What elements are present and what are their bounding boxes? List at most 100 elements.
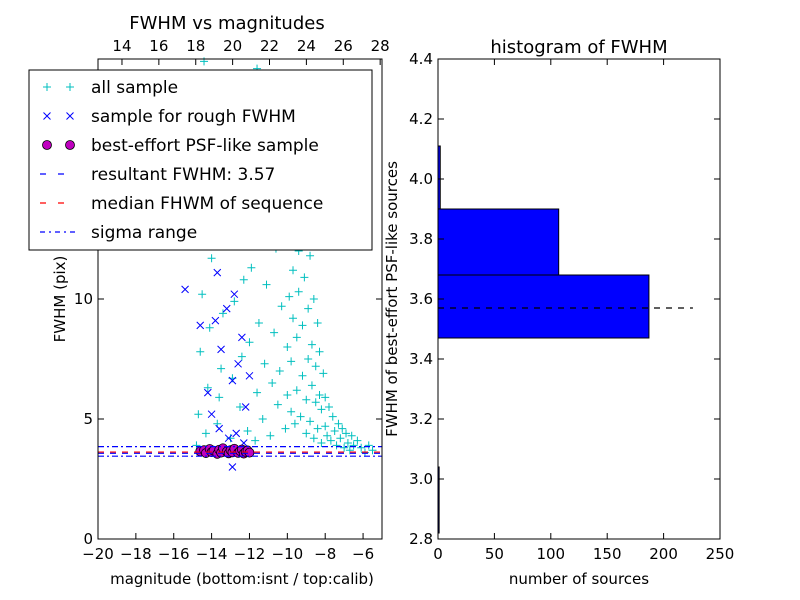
- all-sample-point: [298, 321, 307, 330]
- all-sample-point: [304, 355, 313, 363]
- rough-sample-point: [234, 359, 242, 368]
- all-sample-point: [311, 398, 320, 407]
- all-sample-point: [215, 393, 224, 402]
- scatter-top-x-ticks: 14 16 18 20 22 24 26 28: [112, 37, 390, 65]
- all-sample-point: [349, 441, 358, 450]
- all-sample-point: [340, 443, 349, 452]
- all-sample-point: [205, 323, 214, 332]
- all-sample-point: [196, 347, 205, 356]
- scatter-y-ticks: 0 5 10: [74, 290, 382, 548]
- scatter-x-ticks: −20 −18 −16 −14 −12 −10 −8 −6: [82, 533, 374, 563]
- all-sample-point: [334, 419, 343, 428]
- all-sample-point: [230, 297, 239, 306]
- all-sample-point: [353, 436, 362, 445]
- all-sample-point: [321, 393, 330, 402]
- y-tick-label: 10: [74, 290, 93, 308]
- rough-sample-point: [217, 345, 225, 354]
- legend-x-marker: [43, 112, 51, 120]
- x-tick-label: −6: [352, 545, 374, 563]
- rough-sample-point: [211, 316, 220, 325]
- top-x-tick-label: 28: [371, 37, 390, 55]
- all-sample-point: [342, 429, 351, 438]
- all-sample-point: [258, 415, 267, 423]
- all-sample-point: [275, 367, 284, 375]
- all-sample-point: [330, 427, 339, 435]
- all-sample-point: [289, 266, 298, 275]
- all-sample-point: [226, 434, 235, 443]
- x-tick-label: 150: [593, 545, 622, 563]
- top-x-tick-label: 24: [297, 37, 316, 55]
- all-sample-point: [270, 328, 279, 337]
- histogram-y-axis-label: FWHM of best-effort PSF-like sources: [383, 161, 401, 437]
- all-sample-point: [277, 302, 286, 311]
- top-x-tick-label: 26: [334, 37, 353, 55]
- y-tick-label: 3.0: [409, 470, 433, 488]
- x-tick-label: −10: [272, 545, 304, 563]
- top-x-tick-label: 20: [223, 37, 242, 55]
- y-tick-label: 4.2: [409, 110, 433, 128]
- x-tick-label: −16: [158, 545, 190, 563]
- all-sample-point: [247, 263, 256, 272]
- legend-entry: sigma range: [40, 223, 197, 243]
- legend-plus-marker: [66, 83, 74, 91]
- all-sample-point: [287, 407, 296, 416]
- all-sample-point: [326, 436, 335, 445]
- all-sample-point: [194, 410, 203, 419]
- legend-entry: sample for rough FWHM: [43, 107, 296, 127]
- rough-sample-point: [245, 371, 254, 380]
- legend-circle-marker: [65, 140, 75, 150]
- rough-sample-point: [230, 290, 239, 299]
- all-sample-point: [300, 273, 309, 282]
- all-sample-point: [357, 443, 366, 452]
- all-sample-point: [292, 386, 301, 395]
- all-sample-point: [317, 439, 326, 447]
- rough-sample-point: [196, 321, 205, 330]
- y-tick-label: 4.4: [409, 50, 433, 68]
- legend-label: sample for rough FWHM: [91, 107, 296, 127]
- rough-sample-point: [232, 429, 241, 438]
- all-sample-point: [251, 436, 260, 445]
- histogram-x-axis-label: number of sources: [509, 570, 649, 588]
- histogram-x-ticks: 0 50 100 150 200 250: [433, 59, 734, 563]
- legend-entry: median FHWM of sequence: [40, 194, 323, 214]
- all-sample-point: [203, 383, 212, 392]
- all-sample-point: [281, 424, 290, 433]
- all-sample-point: [253, 388, 262, 397]
- rough-sample-point: [203, 388, 212, 397]
- legend-label: all sample: [91, 78, 178, 98]
- scatter-x-axis-label: magnitude (bottom:isnt / top:calib): [110, 570, 374, 588]
- all-sample-point: [343, 439, 352, 447]
- scatter-y-axis-label: FWHM (pix): [51, 256, 69, 343]
- rough-sample-point: [215, 424, 224, 433]
- top-x-tick-label: 22: [260, 37, 279, 55]
- all-sample-point: [266, 431, 275, 440]
- legend-entry: all sample: [43, 78, 178, 98]
- all-sample-point: [273, 400, 282, 409]
- x-tick-label: −14: [196, 545, 228, 563]
- all-sample-point: [292, 333, 301, 342]
- all-sample-point: [345, 446, 354, 455]
- all-sample-point: [294, 287, 303, 296]
- histogram-bars: [437, 145, 650, 534]
- legend-entries: all sample sample for rough FWHM best-effo…: [40, 78, 323, 243]
- top-x-tick-label: 18: [186, 37, 205, 55]
- rough-sample-point: [241, 403, 250, 411]
- all-sample-point: [307, 381, 316, 390]
- all-sample-point: [192, 441, 201, 450]
- rough-sample-point: [224, 434, 233, 443]
- histogram-title: histogram of FWHM: [490, 37, 667, 58]
- rough-sample-point: [213, 268, 222, 277]
- all-sample-point: [254, 319, 263, 327]
- x-tick-label: 50: [485, 545, 504, 563]
- legend-frame: [28, 69, 373, 251]
- all-sample-point: [296, 412, 305, 421]
- all-sample-point: [324, 403, 333, 411]
- all-sample-point: [313, 424, 322, 433]
- x-tick-label: 250: [706, 545, 735, 563]
- legend-label: sigma range: [91, 223, 197, 243]
- all-sample-point: [285, 292, 294, 301]
- scatter-reference-lines: [98, 446, 382, 457]
- all-sample-point: [306, 417, 315, 426]
- legend-circle-marker: [42, 140, 52, 150]
- all-sample-point: [239, 275, 248, 284]
